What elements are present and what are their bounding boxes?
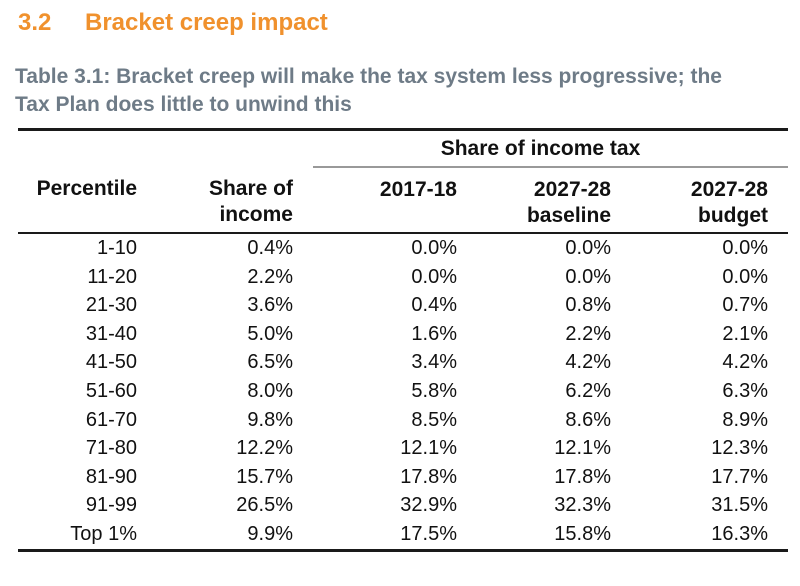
percentile-cell: 21-30 [85, 294, 137, 317]
share-of-income-cell: 6.5% [247, 351, 293, 374]
section-number: 3.2 [18, 9, 52, 36]
table-caption: Table 3.1: Bracket creep will make the t… [15, 63, 788, 119]
share-of-income-cell: 5.0% [247, 322, 293, 345]
table-body: 1-10 0.4% 0.0% 0.0% 0.0% 11-20 2.2% 0.0%… [18, 233, 788, 550]
share-of-income-cell: 9.9% [247, 522, 293, 545]
column-header-row: Percentile Share of income 2017-18 2027-… [18, 167, 788, 234]
tax-2027-28-baseline-cell: 0.8% [565, 294, 611, 317]
tax-2017-18-cell: 3.4% [411, 351, 457, 374]
tax-2027-28-budget-cell: 12.3% [711, 437, 768, 460]
tax-2027-28-baseline-cell: 32.3% [554, 494, 611, 517]
tax-2017-18-cell: 0.0% [411, 265, 457, 288]
group-header-spacer [18, 130, 313, 168]
tax-2027-28-budget-cell: 17.7% [711, 465, 768, 488]
column-header-2027-28-budget: 2027-28 budget [631, 167, 788, 234]
share-of-income-cell: 3.6% [247, 294, 293, 317]
percentile-cell: 61-70 [85, 408, 137, 431]
percentile-cell: 91-99 [85, 494, 137, 517]
percentile-cell: 11-20 [87, 265, 137, 288]
tax-2027-28-budget-cell: 0.0% [722, 237, 768, 259]
tax-2027-28-budget-cell: 2.1% [722, 322, 768, 345]
tax-2027-28-baseline-cell: 4.2% [565, 351, 611, 374]
tax-2017-18-cell: 17.5% [400, 522, 457, 545]
tax-2017-18-cell: 12.1% [400, 437, 457, 460]
table-row: 21-30 3.6% 0.4% 0.8% 0.7% [18, 291, 788, 320]
group-header-row: Share of income tax [18, 129, 788, 168]
column-header-percentile: Percentile [18, 167, 157, 234]
tax-2017-18-cell: 1.6% [411, 322, 457, 345]
tax-2027-28-baseline-cell: 0.0% [565, 265, 611, 288]
percentile-cell: 1-10 [96, 237, 137, 259]
percentile-cell: 41-50 [85, 351, 137, 374]
table-row: 31-40 5.0% 1.6% 2.2% 2.1% [18, 320, 788, 349]
section-heading: 3.2 Bracket creep impact [18, 8, 800, 37]
table-row: 81-90 15.7% 17.8% 17.8% 17.7% [18, 463, 788, 492]
table-row: 51-60 8.0% 5.8% 6.2% 6.3% [18, 377, 788, 406]
share-of-income-cell: 12.2% [236, 437, 293, 460]
tax-2027-28-budget-cell: 31.5% [711, 494, 768, 517]
share-of-income-cell: 9.8% [247, 408, 293, 431]
tax-2027-28-budget-cell: 6.3% [722, 379, 768, 402]
share-of-income-cell: 8.0% [247, 379, 293, 402]
percentile-cell: 71-80 [85, 437, 137, 460]
tax-2017-18-cell: 0.4% [411, 294, 457, 317]
tax-2027-28-budget-cell: 0.0% [722, 265, 768, 288]
table-row: 11-20 2.2% 0.0% 0.0% 0.0% [18, 263, 788, 292]
table-row: 71-80 12.2% 12.1% 12.1% 12.3% [18, 434, 788, 463]
table-caption-line1: Table 3.1: Bracket creep will make the t… [15, 65, 722, 88]
column-header-2027-28-baseline: 2027-28 baseline [477, 167, 631, 234]
tax-2027-28-budget-cell: 4.2% [722, 351, 768, 374]
table-row: 61-70 9.8% 8.5% 8.6% 8.9% [18, 406, 788, 435]
percentile-cell: Top 1% [70, 522, 137, 545]
tax-2027-28-baseline-cell: 8.6% [565, 408, 611, 431]
tax-2027-28-baseline-cell: 2.2% [565, 322, 611, 345]
tax-2027-28-budget-cell: 8.9% [722, 408, 768, 431]
share-of-income-cell: 2.2% [247, 265, 293, 288]
share-of-income-cell: 26.5% [236, 494, 293, 517]
percentile-cell: 81-90 [85, 465, 137, 488]
group-header-share-of-income-tax: Share of income tax [313, 129, 788, 168]
tax-2027-28-budget-cell: 16.3% [711, 522, 768, 545]
column-header-2017-18: 2017-18 [313, 167, 477, 234]
table-row: 41-50 6.5% 3.4% 4.2% 4.2% [18, 348, 788, 377]
table-caption-line2: Tax Plan does little to unwind this [15, 93, 352, 116]
tax-2027-28-baseline-cell: 12.1% [554, 437, 611, 460]
tax-2017-18-cell: 32.9% [400, 494, 457, 517]
table-row: 91-99 26.5% 32.9% 32.3% 31.5% [18, 491, 788, 520]
column-header-share-of-income: Share of income [157, 167, 313, 234]
tax-2027-28-budget-cell: 0.7% [722, 294, 768, 317]
tax-2017-18-cell: 0.0% [411, 237, 457, 259]
bracket-creep-table: Share of income tax Percentile Share of … [18, 128, 788, 552]
table-row: 1-10 0.4% 0.0% 0.0% 0.0% [18, 233, 788, 263]
section-title: Bracket creep impact [85, 9, 328, 36]
table-row: Top 1% 9.9% 17.5% 15.8% 16.3% [18, 520, 788, 550]
tax-2017-18-cell: 8.5% [411, 408, 457, 431]
share-of-income-cell: 15.7% [236, 465, 293, 488]
percentile-cell: 31-40 [85, 322, 137, 345]
share-of-income-cell: 0.4% [247, 237, 293, 259]
tax-2027-28-baseline-cell: 0.0% [565, 237, 611, 259]
report-page: 3.2 Bracket creep impact Table 3.1: Brack… [0, 8, 800, 586]
tax-2017-18-cell: 5.8% [411, 379, 457, 402]
tax-2027-28-baseline-cell: 6.2% [565, 379, 611, 402]
tax-2027-28-baseline-cell: 17.8% [554, 465, 611, 488]
tax-2017-18-cell: 17.8% [400, 465, 457, 488]
tax-2027-28-baseline-cell: 15.8% [554, 522, 611, 545]
percentile-cell: 51-60 [85, 379, 137, 402]
